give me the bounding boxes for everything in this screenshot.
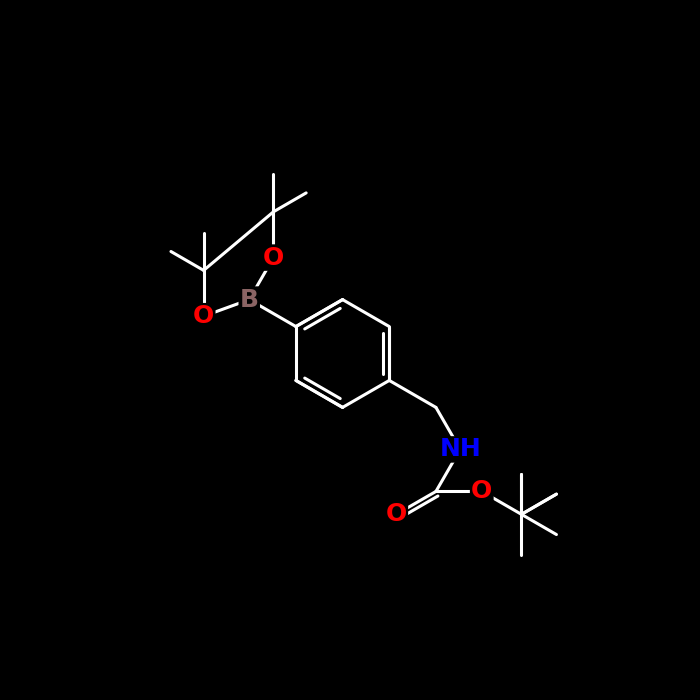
Text: NH: NH [440,438,481,461]
Text: O: O [263,246,284,270]
Text: O: O [471,480,492,503]
Text: B: B [239,288,259,312]
Text: O: O [193,304,214,328]
Text: O: O [386,503,407,526]
